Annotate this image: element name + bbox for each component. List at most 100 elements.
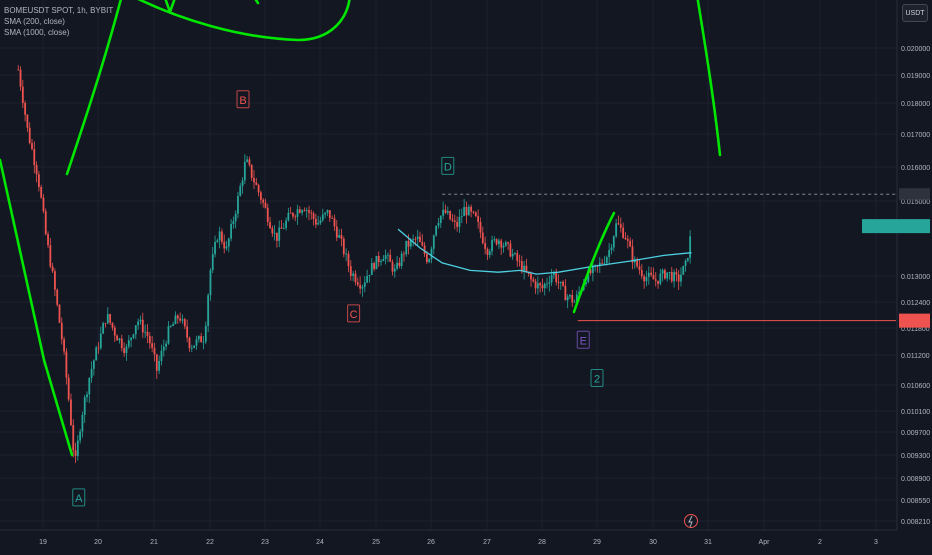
chart-legend: BOMEUSDT SPOT, 1h, BYBIT SMA (200, close… [4,5,113,38]
candle-body [248,159,251,165]
currency-button[interactable]: USDT [902,4,928,22]
candle-body [347,253,350,267]
candle-body [328,210,331,219]
candle-body [516,253,519,261]
candle-body [262,199,265,203]
trendline-right[interactable] [696,0,722,157]
price-tick-label: 0.018000 [901,101,930,108]
candle-body [477,216,480,222]
candle-body [525,265,528,272]
sma-1000-label[interactable]: SMA (1000, close) [4,28,70,37]
wave-label-text: C [350,309,358,321]
candle-body [24,102,27,115]
candle-body [67,377,70,400]
candle-body [603,262,606,264]
candle-body [70,399,72,426]
price-tick-label: 0.016000 [901,165,930,172]
curve-tick[interactable] [164,0,176,14]
candle-body [35,164,38,175]
candle-body [566,296,569,301]
price-tick-label: 0.009300 [901,453,930,460]
time-axis[interactable] [0,530,897,550]
price-axis[interactable] [897,0,932,550]
candle-body [31,143,33,150]
candle-body [375,255,378,270]
candle-body [81,414,84,432]
candle-body [591,266,594,274]
time-tick-label: 23 [261,539,269,546]
candle-body [491,240,493,252]
candle-body [214,241,216,255]
candle-body [160,350,163,361]
time-tick-label: 26 [427,539,435,546]
candle-body [484,243,487,249]
time-tick-label: Apr [759,539,771,546]
candle-body [113,327,116,336]
curve-arc[interactable] [130,0,351,42]
time-tick-label: 24 [316,539,324,546]
support-price-tag[interactable] [899,313,930,328]
candle-body [134,325,137,335]
candle-body [190,347,193,349]
candle-body [541,285,544,289]
breakout-line[interactable] [572,211,616,314]
wave-label-box [441,156,455,175]
sma-200-label[interactable]: SMA (200, close) [4,17,65,26]
candle-body [65,351,68,378]
candle-body [56,289,59,305]
candle-body [172,324,175,327]
price-tick-label: 0.010600 [901,383,930,390]
candle-body [650,272,653,275]
candle-body [104,323,107,324]
wave-label-box [347,304,361,323]
curve-mark[interactable] [254,0,260,5]
candle-body [407,240,410,247]
candle-body [63,339,65,352]
trendline-up-left[interactable] [65,0,123,176]
candle-body [106,314,109,324]
trendline-drawings[interactable] [0,0,722,457]
time-tick-label: 3 [874,539,878,546]
candle-body [259,192,262,200]
candle-body [109,314,112,323]
wave-label-2: 2 [590,369,604,387]
candle-body [421,241,424,246]
price-tick-label: 0.009700 [901,430,930,437]
candle-body [629,240,632,247]
candle-body [414,238,417,240]
candle-body [504,242,507,246]
candle-body [271,228,274,234]
candle-body [449,211,452,220]
candle-body [615,223,618,237]
candle-body [437,222,440,226]
dashed-price-tag [899,188,930,201]
candle-body [28,127,31,144]
trendline-down[interactable] [0,158,74,457]
candle-body [442,209,445,216]
candle-body [40,187,43,198]
current-price-tag[interactable] [862,219,930,234]
candle-body [326,210,329,213]
candle-body [239,186,242,196]
wave-label-box [576,330,590,349]
candle-body [601,262,604,264]
candle-body [26,114,29,128]
candle-body [211,254,214,271]
candle-body [488,251,491,255]
candle-body [95,347,98,361]
candle-body [573,301,576,303]
time-tick-label: 21 [150,539,158,546]
candle-body [518,260,521,262]
candle-body [127,340,130,347]
symbol-title[interactable]: BOMEUSDT SPOT, 1h, BYBIT [4,6,114,15]
candle-body [368,274,371,277]
lightning-icon[interactable] [684,514,698,528]
candle-body [345,253,348,255]
candle-body [216,240,219,242]
candle-body [467,206,470,216]
candle-body [165,343,168,347]
wave-label-text: 2 [594,374,600,386]
